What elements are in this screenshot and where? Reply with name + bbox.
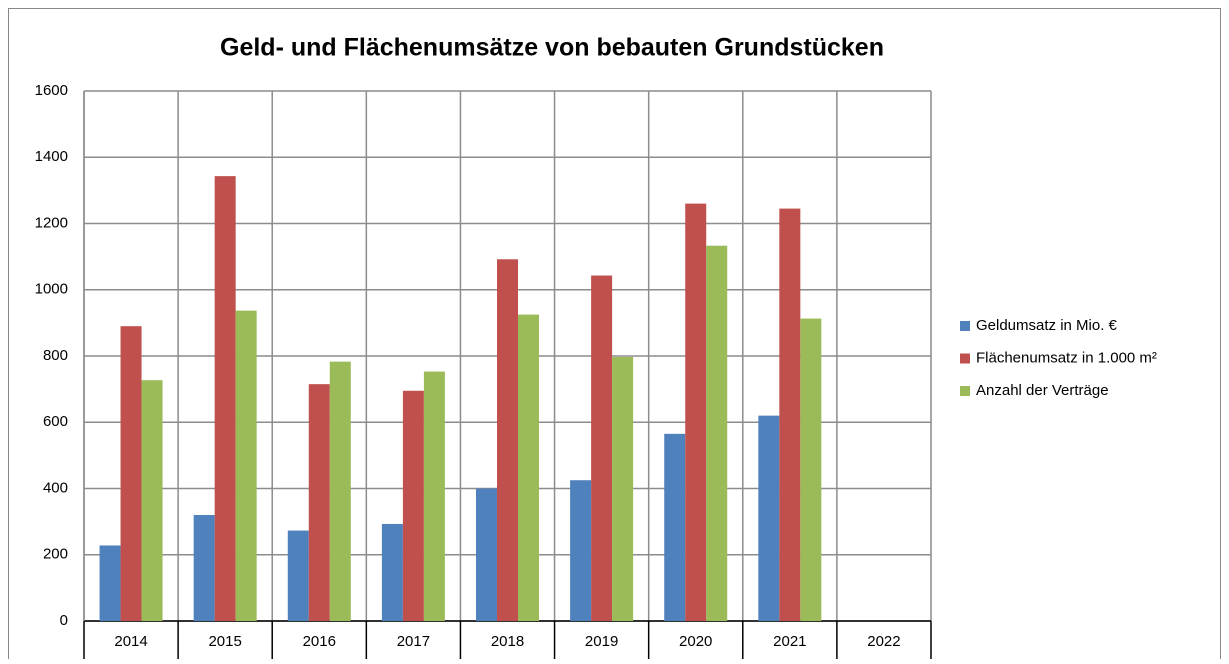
- bar: [193, 515, 215, 621]
- chart-title: Geld- und Flächenumsätze von bebauten Gr…: [220, 34, 884, 62]
- legend-label: Anzahl der Verträge: [976, 382, 1109, 399]
- bar: [779, 208, 801, 621]
- x-tick-label: 2018: [491, 633, 524, 650]
- y-tick-label: 1600: [35, 82, 68, 99]
- bar: [476, 488, 497, 621]
- y-tick-label: 0: [60, 612, 68, 629]
- bar: [329, 361, 351, 621]
- bar: [800, 318, 822, 621]
- bar: [591, 275, 613, 621]
- x-tick-label: 2015: [208, 633, 241, 650]
- bar: [423, 371, 445, 621]
- bar: [381, 523, 403, 621]
- bar: [287, 530, 309, 621]
- legend-label: Geldumsatz in Mio. €: [976, 317, 1118, 334]
- y-tick-label: 1200: [35, 214, 68, 231]
- x-tick-label: 2020: [679, 633, 712, 650]
- bar: [402, 390, 424, 621]
- legend-label: Flächenumsatz in 1.000 m²: [976, 349, 1157, 366]
- bar: [612, 356, 634, 621]
- bar: [235, 310, 257, 621]
- x-tick-label: 2021: [773, 633, 806, 650]
- bar: [518, 314, 539, 621]
- bar: [308, 384, 330, 621]
- x-tick-label: 2014: [114, 633, 147, 650]
- x-tick-label: 2022: [867, 633, 900, 650]
- y-tick-label: 600: [43, 413, 68, 430]
- y-tick-label: 400: [43, 479, 68, 496]
- bar: [141, 380, 163, 621]
- x-tick-label: 2016: [303, 633, 336, 650]
- y-tick-label: 1000: [35, 281, 68, 298]
- y-tick-label: 800: [43, 347, 68, 364]
- y-tick-label: 200: [43, 546, 68, 563]
- chart-border: [8, 8, 1221, 664]
- bar: [664, 433, 686, 621]
- legend-swatch: [960, 353, 970, 364]
- bar: [570, 480, 592, 621]
- bar: [706, 245, 728, 621]
- x-tick-label: 2019: [585, 633, 618, 650]
- bar: [758, 415, 780, 621]
- bar: [99, 545, 121, 621]
- bar: [120, 326, 142, 621]
- y-tick-label: 1400: [35, 148, 68, 165]
- bar: [214, 176, 236, 621]
- legend-swatch: [960, 321, 970, 331]
- bar: [685, 203, 707, 621]
- x-tick-label: 2017: [397, 633, 430, 650]
- legend-swatch: [960, 386, 970, 396]
- bar: [497, 259, 518, 621]
